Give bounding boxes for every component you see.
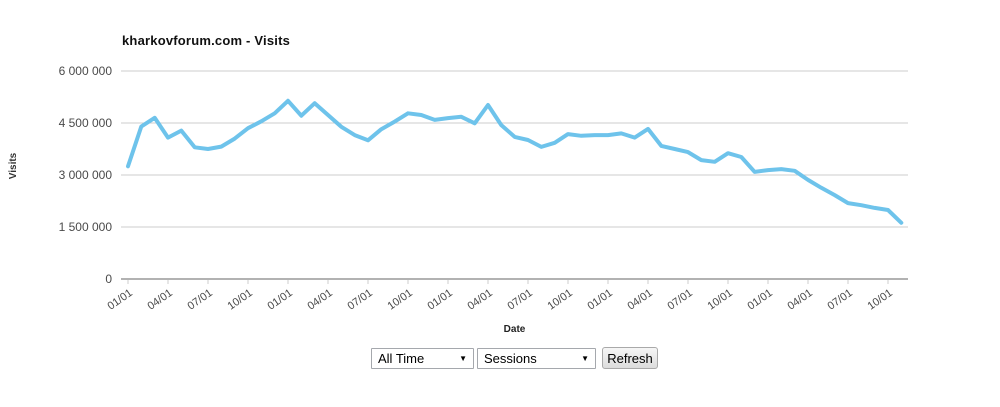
- x-axis-title: Date: [503, 324, 526, 335]
- metric-select[interactable]: Sessions ▼: [477, 348, 596, 369]
- metric-selected-value: Sessions: [484, 351, 537, 366]
- y-tick-label: 4 500 000: [58, 116, 112, 130]
- refresh-button[interactable]: Refresh: [602, 347, 658, 369]
- y-tick-label: 6 000 000: [58, 64, 112, 78]
- time-range-selected-value: All Time: [378, 351, 425, 366]
- chart-title: kharkovforum.com - Visits: [122, 33, 291, 48]
- y-axis-title: Visits: [8, 152, 19, 180]
- time-range-select[interactable]: All Time ▼: [371, 348, 474, 369]
- visits-line-series: [126, 98, 904, 225]
- chevron-down-icon: ▼: [581, 354, 589, 363]
- y-tick-label: 0: [105, 272, 112, 286]
- y-tick-label: 3 000 000: [58, 168, 112, 182]
- y-tick-label: 1 500 000: [58, 220, 112, 234]
- chevron-down-icon: ▼: [459, 354, 467, 363]
